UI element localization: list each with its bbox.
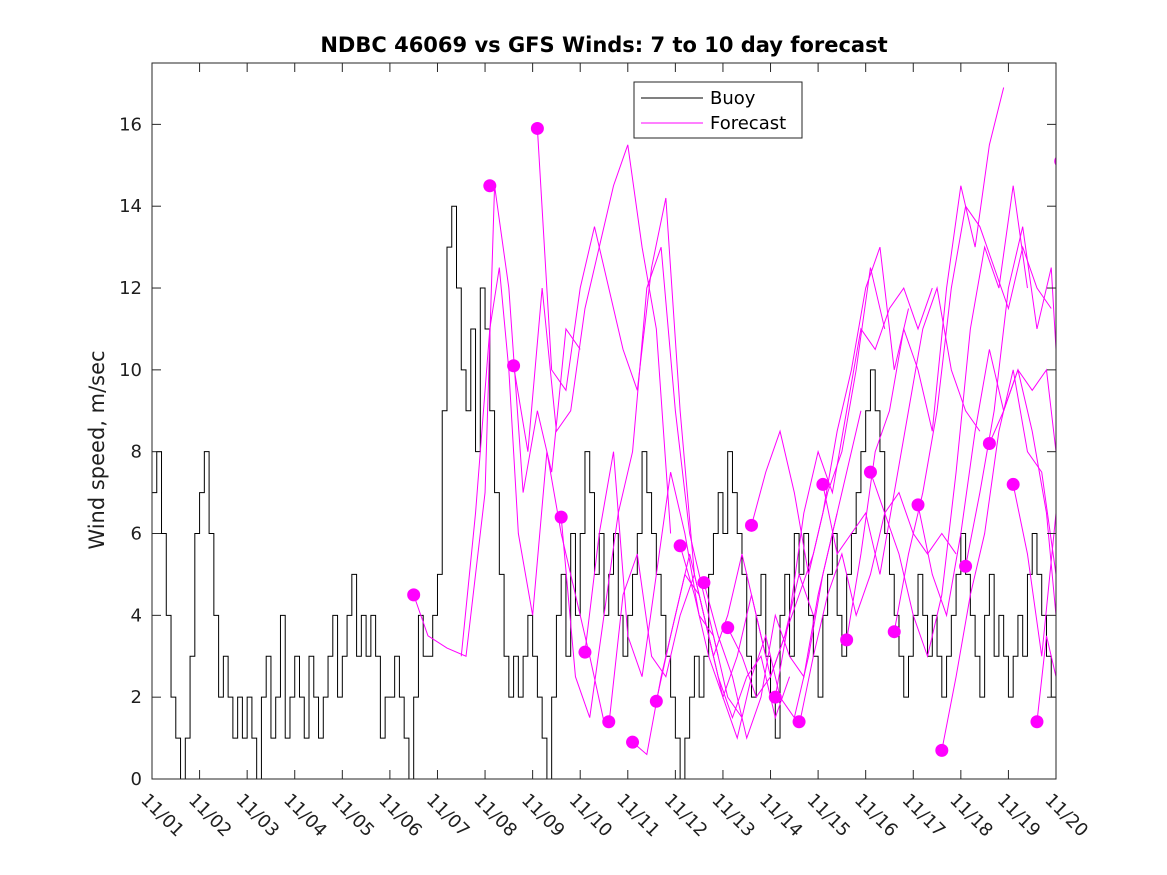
y-axis-label: Wind speed, m/sec — [85, 350, 109, 549]
forecast-run-line-5 — [560, 246, 719, 718]
forecast-run-line-18 — [869, 185, 1028, 659]
y-tick-label: 12 — [119, 278, 142, 299]
x-tick-label: 11/13 — [707, 790, 759, 842]
forecast-run-line-15 — [798, 491, 957, 726]
forecast-start-marker — [626, 735, 640, 749]
forecast-run-line-4 — [536, 128, 695, 575]
x-tick-label: 11/16 — [850, 790, 902, 842]
forecast-start-marker — [816, 477, 830, 491]
y-tick-label: 4 — [131, 605, 142, 626]
forecast-run-line-14 — [774, 286, 933, 698]
forecast-run-line-12 — [727, 267, 886, 699]
x-tick-label: 11/19 — [993, 790, 1045, 842]
forecast-start-marker — [792, 715, 806, 729]
forecast-start-marker — [840, 633, 854, 647]
forecast-run-line-6 — [584, 451, 743, 718]
forecast-run-line-10 — [679, 512, 838, 740]
forecast-start-marker — [1006, 477, 1020, 491]
legend-buoy-label: Buoy — [710, 88, 756, 109]
legend-forecast-label: Forecast — [710, 113, 786, 134]
y-tick-label: 14 — [119, 196, 142, 217]
forecast-start-marker — [507, 359, 521, 373]
x-tick-label: 11/07 — [422, 790, 474, 842]
x-tick-label: 11/04 — [279, 790, 331, 842]
forecast-start-marker — [407, 588, 421, 602]
forecast-start-marker — [768, 690, 782, 704]
forecast-run-line-22 — [965, 226, 1056, 567]
x-tick-label: 11/01 — [136, 790, 188, 842]
x-tick-label: 11/11 — [612, 790, 664, 842]
forecast-start-marker — [1078, 642, 1091, 655]
x-tick-label: 11/09 — [517, 790, 569, 842]
x-tick-label: 11/18 — [945, 790, 997, 842]
x-tick-label: 11/15 — [803, 790, 855, 842]
forecast-run-line-27 — [1085, 648, 1104, 738]
y-tick-label: 10 — [119, 360, 142, 381]
forecast-start-marker — [649, 694, 663, 708]
legend: Buoy Forecast — [633, 81, 803, 139]
forecast-start-marker — [554, 510, 568, 524]
forecast-start-marker — [483, 179, 497, 193]
forecast-start-marker — [697, 576, 711, 590]
chart-title: NDBC 46069 vs GFS Winds: 7 to 10 day for… — [320, 33, 887, 57]
y-tick-label: 16 — [119, 114, 142, 135]
x-tick-label: 11/02 — [184, 790, 236, 842]
y-tick-label: 8 — [131, 442, 142, 463]
forecast-run-line-3 — [513, 144, 672, 534]
forecast-start-marker — [935, 743, 949, 757]
forecast-start-marker — [887, 625, 901, 639]
legend-box — [633, 81, 803, 139]
forecast-start-marker — [721, 621, 735, 635]
y-tick-label: 6 — [131, 524, 142, 545]
x-tick-label: 11/20 — [1040, 790, 1092, 842]
forecast-run-line-7 — [608, 553, 767, 726]
forecast-run-line-1 — [413, 185, 581, 657]
plot-frame — [151, 62, 1057, 780]
forecast-start-marker — [911, 498, 925, 512]
x-tick-label: 11/12 — [660, 790, 712, 842]
x-tick-label: 11/03 — [232, 790, 284, 842]
forecast-run-line-21 — [941, 369, 1056, 751]
forecast-run-line-19 — [893, 204, 1052, 632]
forecast-start-marker — [863, 465, 877, 479]
x-tick-label: 11/17 — [898, 790, 950, 842]
forecast-run-line-26 — [1061, 161, 1104, 349]
forecast-run-line-2 — [460, 267, 605, 722]
y-axis-ticks: 0 2 4 6 8 10 12 14 16 — [119, 114, 1056, 790]
forecast-run-line-16 — [822, 286, 981, 575]
forecast-start-marker — [578, 645, 592, 659]
x-tick-label: 11/06 — [374, 790, 426, 842]
buoy-series-line — [152, 205, 1056, 779]
forecast-run-line-13 — [751, 246, 909, 575]
y-tick-label: 2 — [131, 687, 142, 708]
forecast-run-line-11 — [703, 410, 862, 740]
forecast-run-line-9 — [655, 553, 814, 702]
axes — [151, 62, 1057, 780]
forecast-start-marker — [982, 437, 996, 451]
forecast-run-line-23 — [988, 368, 1056, 616]
y-tick-label: 0 — [131, 769, 142, 790]
forecast-start-marker — [602, 715, 616, 729]
forecast-run-line-24 — [1012, 484, 1056, 657]
forecast-start-marker — [530, 121, 544, 135]
x-tick-label: 11/14 — [755, 790, 807, 842]
x-tick-label: 11/08 — [470, 790, 522, 842]
forecast-run-line-17 — [846, 87, 1005, 640]
x-tick-label: 11/05 — [327, 790, 379, 842]
forecast-run-line-20 — [917, 349, 1056, 618]
forecast-start-marker — [1030, 715, 1044, 729]
forecast-start-marker — [673, 539, 687, 553]
forecast-run-line-25 — [1036, 635, 1056, 722]
x-tick-label: 11/10 — [565, 790, 617, 842]
forecast-start-marker — [744, 518, 758, 532]
forecast-start-marker — [959, 559, 973, 573]
